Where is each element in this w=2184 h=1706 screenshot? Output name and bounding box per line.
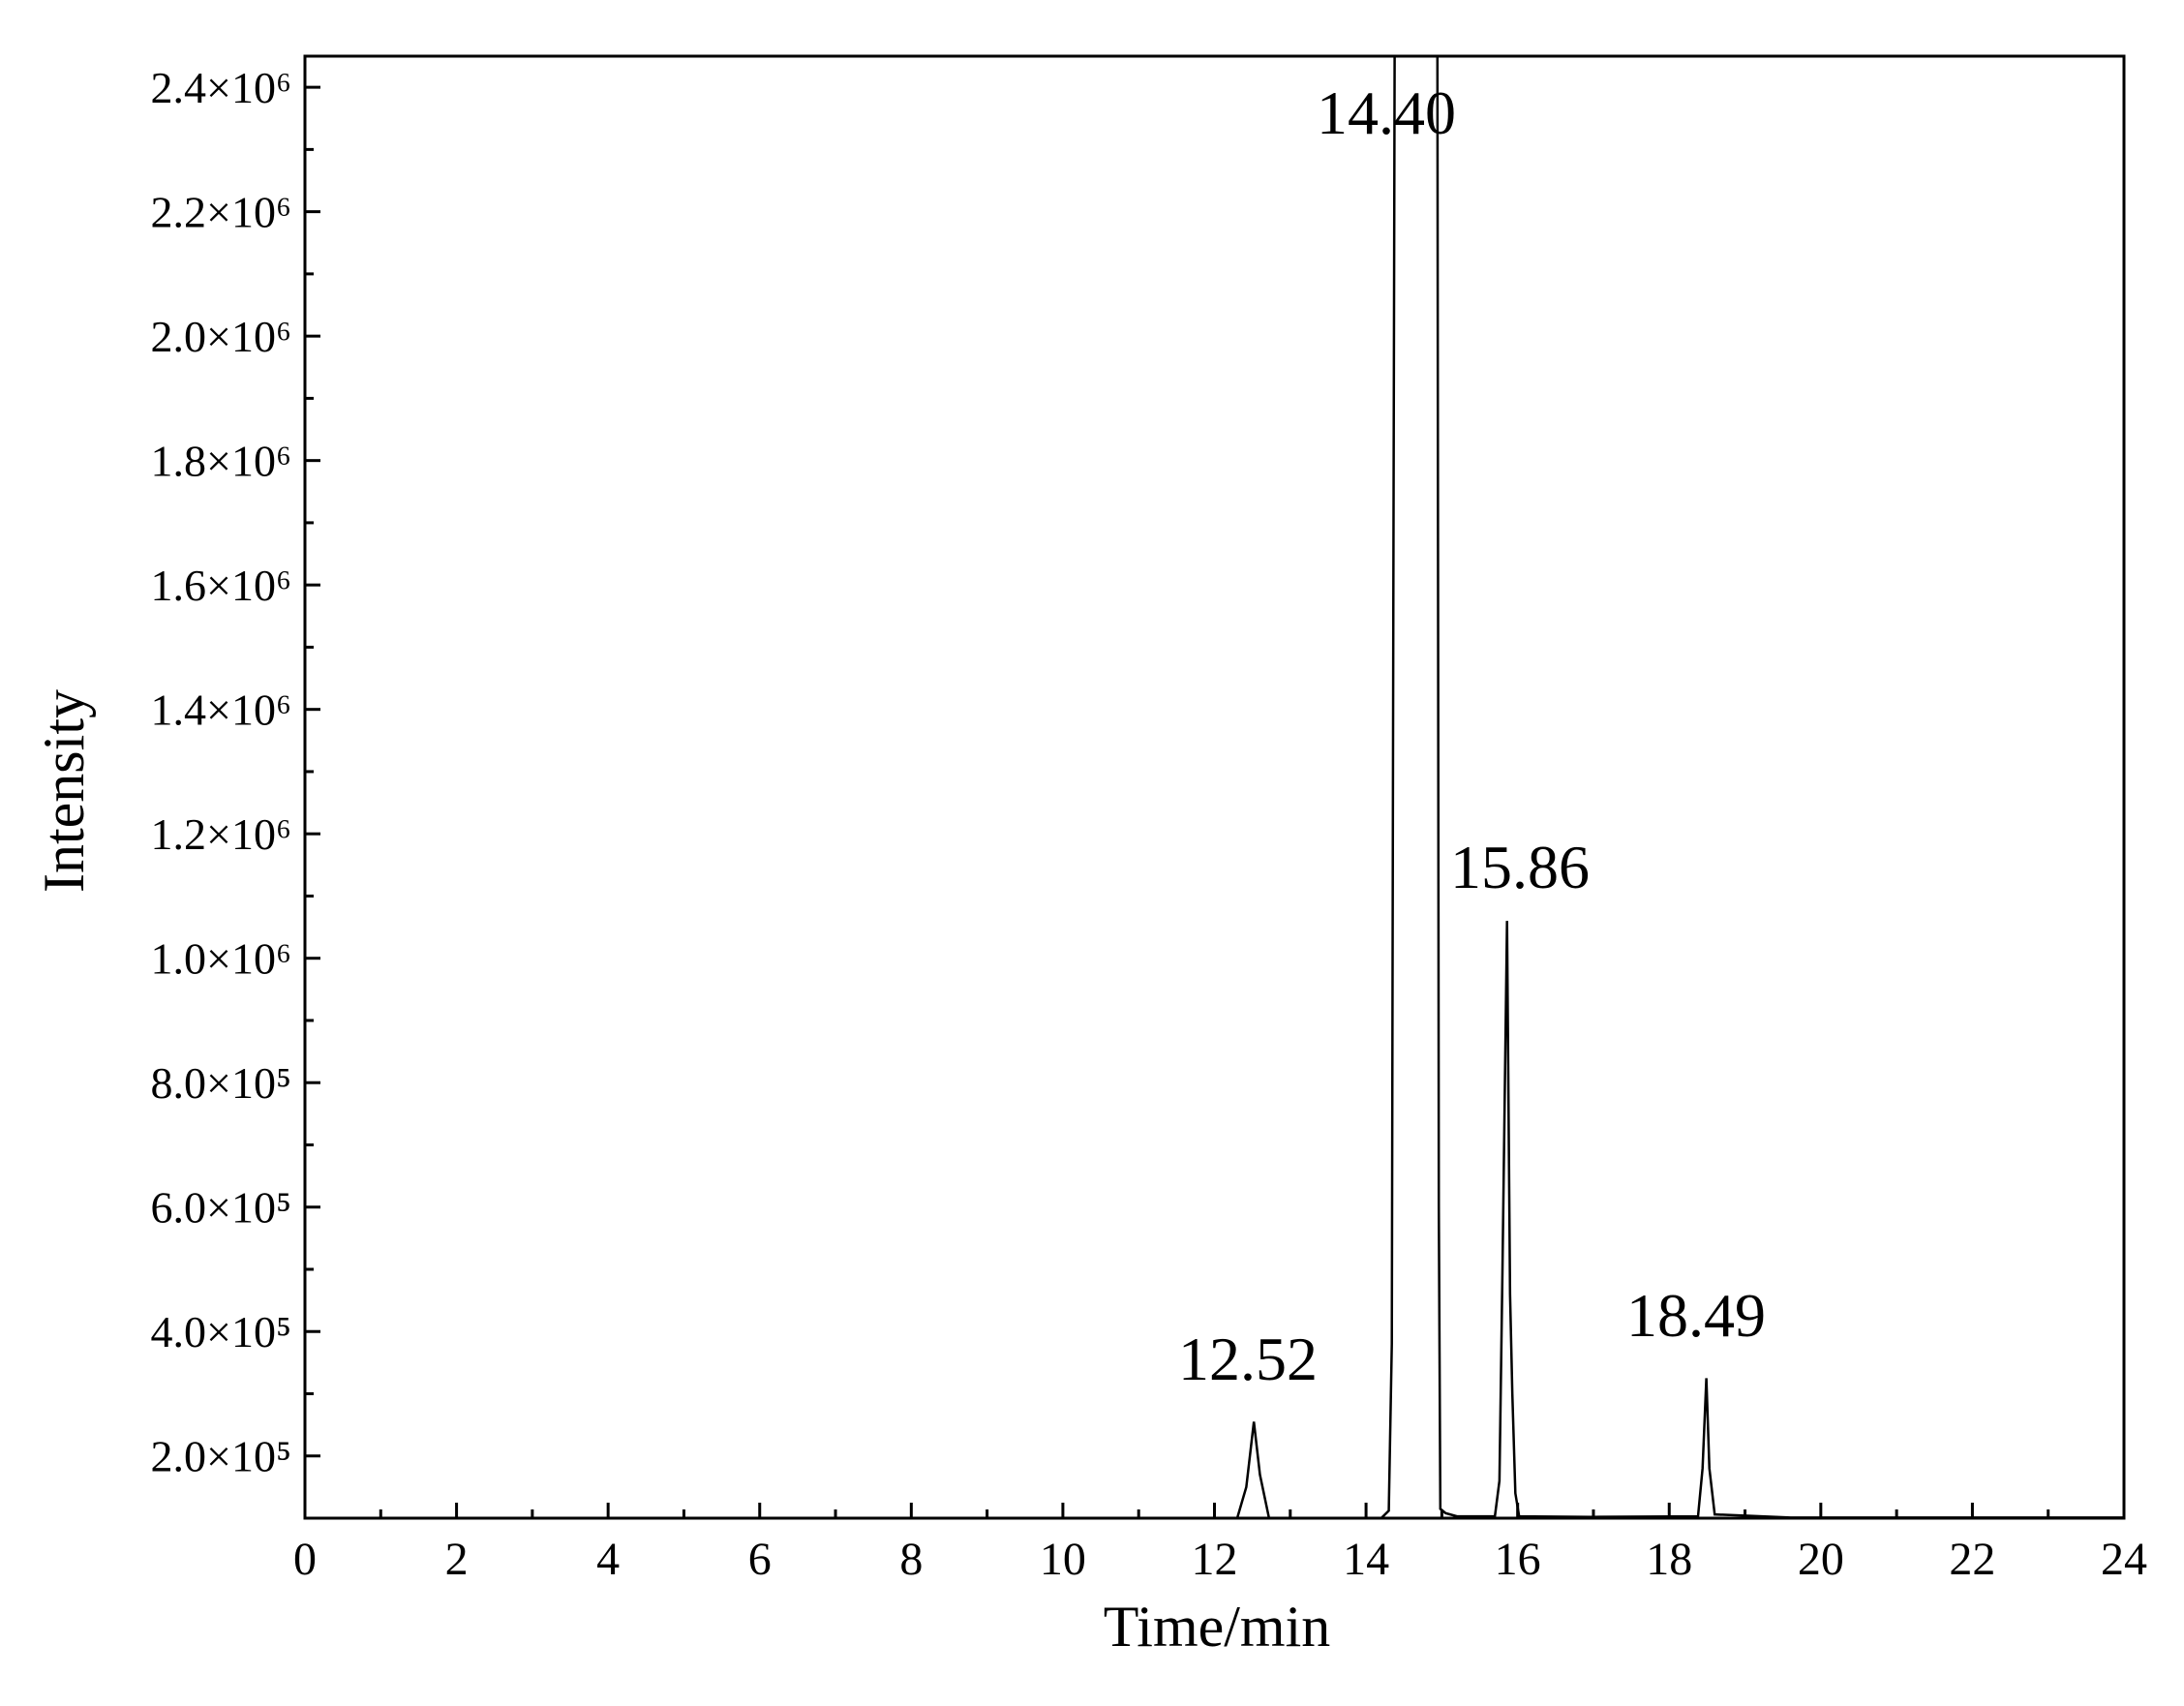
y-axis-label: Intensity [32,689,96,893]
peak-annotation: 12.52 [1178,1325,1318,1393]
x-tick-label: 6 [748,1534,772,1585]
y-tick-label: 1.6×10⁶ [151,561,291,610]
y-tick-label: 4.0×10⁵ [151,1307,291,1356]
plot-frame [303,54,2126,1520]
x-tick-label: 0 [293,1534,317,1585]
peak-annotation: 18.49 [1626,1281,1766,1350]
x-tick-label: 4 [596,1534,620,1585]
peak-annotation: 14.40 [1317,78,1456,147]
x-tick-label: 12 [1192,1534,1238,1585]
x-tick-label: 24 [2101,1534,2147,1585]
x-axis-label: Time/min [1104,1595,1331,1659]
y-tick-label: 1.0×10⁶ [151,934,291,984]
y-tick-label: 2.0×10⁶ [151,312,291,361]
x-tick-label: 22 [1949,1534,1995,1585]
data-line [305,56,2124,1518]
x-tick-label: 20 [1798,1534,1844,1585]
y-tick-label: 2.2×10⁶ [151,188,291,237]
x-tick-label: 18 [1646,1534,1692,1585]
y-tick-label: 6.0×10⁵ [151,1183,291,1233]
y-tick-label: 1.8×10⁶ [151,437,291,486]
y-tick-label: 1.4×10⁶ [151,685,291,735]
plot-area [305,56,2124,1518]
x-tick-label: 16 [1495,1534,1541,1585]
x-tick-label: 2 [445,1534,469,1585]
x-tick-label: 8 [899,1534,923,1585]
y-tick-label: 8.0×10⁵ [151,1058,291,1108]
peak-annotation: 15.86 [1450,833,1590,901]
y-tick-label: 2.4×10⁶ [151,63,291,112]
y-tick-label: 1.2×10⁶ [151,809,291,859]
y-tick-label: 2.0×10⁵ [151,1432,291,1481]
x-tick-label: 14 [1343,1534,1389,1585]
x-tick-label: 10 [1040,1534,1086,1585]
